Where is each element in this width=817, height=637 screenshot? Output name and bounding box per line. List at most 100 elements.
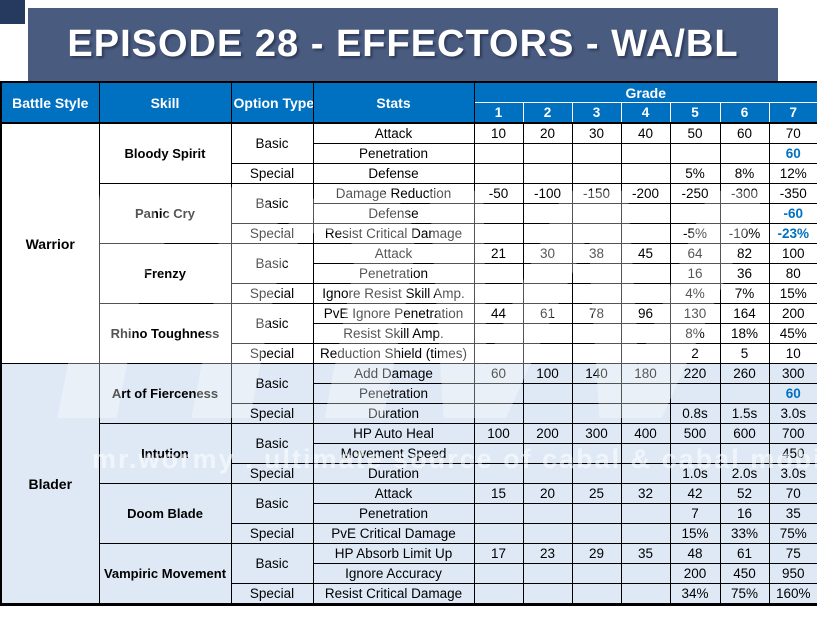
grade-value-cell <box>571 163 622 184</box>
grade-value-cell: 34% <box>669 583 721 605</box>
stat-cell: Duration <box>312 403 475 424</box>
battle-style-cell: Warrior <box>0 122 100 364</box>
grade-value-cell: 42 <box>669 483 721 504</box>
grade-value-cell: 600 <box>719 423 770 444</box>
header-grade-7: 7 <box>768 102 817 124</box>
table-body: Warrior Bloody Spirit Basic Attack 10 20 30 40 5… <box>0 122 817 605</box>
table-row: Resist Skill Amp. 8% 18% 45% <box>1 323 817 344</box>
grade-value-cell <box>620 523 671 544</box>
option-type-cell: Special <box>230 283 314 304</box>
grade-value-cell: -150 <box>571 183 622 204</box>
grade-value-cell <box>522 203 573 224</box>
grade-value-cell <box>522 583 573 605</box>
grade-value-cell <box>620 563 671 584</box>
grade-value-cell: 23 <box>522 543 573 564</box>
grade-value-cell <box>522 263 573 284</box>
table-row: Movement Speed 450 <box>1 443 817 464</box>
grade-value-cell: 10 <box>473 122 524 144</box>
grade-value-cell: 30 <box>522 243 573 264</box>
grade-value-cell <box>473 223 524 244</box>
grade-value-cell <box>620 203 671 224</box>
grade-value-cell <box>620 323 671 344</box>
table-row: Warrior Bloody Spirit Basic Attack 10 20 30 40 5… <box>0 122 817 364</box>
grade-value-cell: -60 <box>768 203 817 224</box>
skill-cell: Bloody Spirit <box>98 122 232 184</box>
grade-value-cell: -23% <box>768 223 817 244</box>
stat-cell: Damage Reduction <box>312 183 475 204</box>
grade-value-cell <box>522 523 573 544</box>
grade-value-cell: 8% <box>719 163 770 184</box>
grade-value-cell: 100 <box>473 423 524 444</box>
grade-value-cell <box>719 383 770 404</box>
stat-cell: Penetration <box>312 143 475 164</box>
grade-value-cell: 61 <box>522 303 573 324</box>
option-type-cell: Basic <box>230 183 314 224</box>
table-row: Special Duration 1.0s 2.0s 3.0s <box>1 463 817 484</box>
grade-value-cell: 180 <box>620 363 671 384</box>
grade-value-cell: 15 <box>473 483 524 504</box>
grade-value-cell <box>669 383 721 404</box>
grade-value-cell: 40 <box>620 122 671 144</box>
grade-value-cell <box>620 403 671 424</box>
grade-value-cell: 60 <box>768 383 817 404</box>
grade-value-cell <box>620 463 671 484</box>
grade-value-cell <box>473 523 524 544</box>
skill-cell: Frenzy <box>98 243 232 304</box>
skill-cell: Art of Fierceness <box>98 363 232 424</box>
grade-value-cell <box>620 443 671 464</box>
stat-cell: Penetration <box>312 503 475 524</box>
stat-cell: Defense <box>312 163 475 184</box>
battle-style-cell: Blader <box>0 363 100 605</box>
header-battle-style: Battle Style <box>0 81 100 124</box>
grade-value-cell: 450 <box>768 443 817 464</box>
header-grade-5: 5 <box>669 102 721 124</box>
grade-value-cell: 15% <box>669 523 721 544</box>
stat-cell: Attack <box>312 483 475 504</box>
grade-value-cell <box>571 223 622 244</box>
option-type-cell: Special <box>230 163 314 184</box>
grade-value-cell <box>473 443 524 464</box>
grade-value-cell <box>620 503 671 524</box>
grade-value-cell <box>571 583 622 605</box>
grade-value-cell: -250 <box>669 183 721 204</box>
grade-value-cell: 18% <box>719 323 770 344</box>
grade-value-cell: 70 <box>768 483 817 504</box>
header-skill: Skill <box>98 81 232 124</box>
grade-value-cell <box>571 263 622 284</box>
title-banner: EPISODE 28 - EFFECTORS - WA/BL <box>28 8 778 81</box>
header-grade-3: 3 <box>571 102 622 124</box>
grade-value-cell: 48 <box>669 543 721 564</box>
grade-value-cell <box>522 143 573 164</box>
grade-value-cell: 100 <box>522 363 573 384</box>
grade-value-cell <box>473 343 524 364</box>
grade-value-cell: 75% <box>719 583 770 605</box>
stat-cell: Duration <box>312 463 475 484</box>
grade-value-cell: 50 <box>669 122 721 144</box>
grade-value-cell <box>473 283 524 304</box>
grade-value-cell: 950 <box>768 563 817 584</box>
grade-value-cell: -50 <box>473 183 524 204</box>
grade-value-cell <box>522 323 573 344</box>
grade-value-cell <box>473 323 524 344</box>
table-row: Doom Blade Basic Attack 15 20 25 32 42 52 70 <box>1 483 817 544</box>
header-grade-6: 6 <box>719 102 770 124</box>
grade-value-cell: 35 <box>620 543 671 564</box>
grade-value-cell: 75% <box>768 523 817 544</box>
grade-value-cell: 700 <box>768 423 817 444</box>
grade-value-cell <box>620 343 671 364</box>
grade-value-cell: 17 <box>473 543 524 564</box>
grade-value-cell <box>473 403 524 424</box>
grade-value-cell: 64 <box>669 243 721 264</box>
grade-value-cell: 44 <box>473 303 524 324</box>
grade-value-cell <box>571 343 622 364</box>
stat-cell: Ignore Resist Skill Amp. <box>312 283 475 304</box>
header-grade-2: 2 <box>522 102 573 124</box>
grade-value-cell: 29 <box>571 543 622 564</box>
corner-decoration <box>0 0 25 24</box>
header-grade-1: 1 <box>473 102 524 124</box>
table-row: Ignore Accuracy 200 450 950 <box>1 563 817 584</box>
table-row: Rhino Toughness Basic PvE Ignore Penetrati… <box>1 303 817 364</box>
grade-value-cell: 30 <box>571 122 622 144</box>
grade-value-cell: 0.8s <box>669 403 721 424</box>
grade-value-cell <box>571 523 622 544</box>
